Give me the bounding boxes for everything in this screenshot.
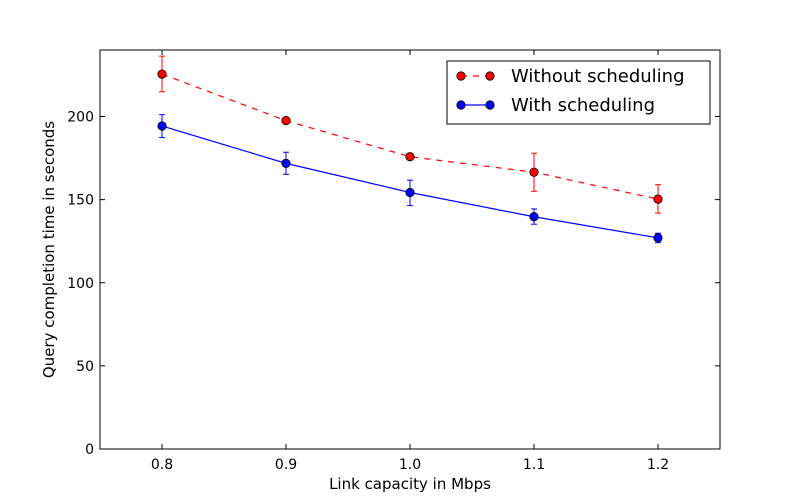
legend: Without scheduling With scheduling (446, 60, 711, 125)
legend-label: With scheduling (511, 95, 655, 116)
legend-marker (485, 100, 495, 110)
axes: 0.8 0.9 1.0 1.1 1.2 0 50 100 150 200 (67, 49, 721, 473)
series-2 (157, 114, 663, 244)
y-tick-label: 0 (85, 442, 94, 458)
plot-area (157, 55, 663, 244)
data-point (529, 212, 539, 222)
y-axis-label: Query completion time in seconds (40, 121, 58, 378)
x-axis-label: Link capacity in Mbps (329, 475, 491, 493)
data-point (405, 187, 415, 198)
x-tick-label: 1.1 (523, 457, 545, 473)
y-tick-label: 50 (76, 359, 94, 375)
legend-marker (456, 71, 466, 81)
data-point (653, 194, 663, 204)
series-line (161, 73, 659, 200)
y-tick-label: 150 (67, 193, 94, 209)
data-point (281, 116, 291, 126)
series-1 (157, 55, 663, 214)
data-point (405, 152, 415, 162)
y-tick-label: 100 (67, 276, 94, 292)
legend-marker (485, 71, 495, 81)
x-tick-label: 1.2 (647, 457, 669, 473)
x-tick-label: 0.8 (151, 457, 173, 473)
x-tick-label: 0.9 (275, 457, 297, 473)
legend-label: Without scheduling (511, 66, 685, 87)
y-tick-label: 200 (67, 110, 94, 126)
data-point (157, 121, 167, 131)
data-point (157, 69, 167, 79)
legend-marker (456, 100, 466, 110)
data-point (281, 158, 291, 168)
data-point (529, 167, 539, 177)
data-point (653, 233, 663, 243)
x-tick-label: 1.0 (399, 457, 421, 473)
